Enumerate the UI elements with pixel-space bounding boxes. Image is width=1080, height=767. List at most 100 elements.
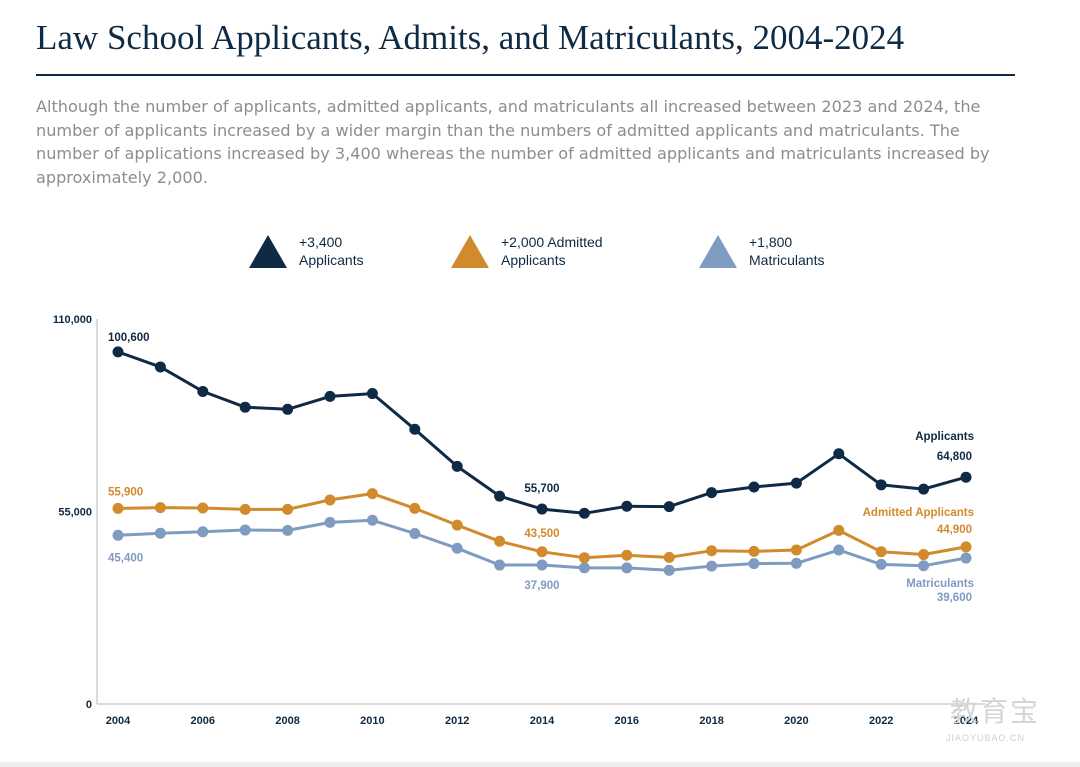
data-point	[494, 490, 506, 502]
data-label: 55,700	[524, 483, 559, 495]
data-point	[197, 526, 209, 538]
data-point	[239, 401, 251, 413]
x-tick-label: 2006	[191, 715, 215, 727]
data-point	[494, 559, 506, 571]
data-label: 44,900	[937, 524, 972, 536]
x-tick-label: 2012	[445, 715, 469, 727]
y-tick-label: 55,000	[58, 507, 92, 519]
legend-triangle-icon	[451, 235, 489, 268]
data-point	[875, 546, 887, 558]
legend-label: Applicants	[299, 252, 364, 268]
data-point	[875, 558, 887, 570]
legend-triangle-icon	[249, 235, 287, 268]
data-point	[324, 494, 336, 506]
data-point	[366, 514, 378, 526]
x-tick-label: 2004	[106, 715, 131, 727]
data-point	[112, 529, 124, 541]
data-point	[112, 346, 124, 358]
y-tick-label: 0	[86, 699, 92, 711]
data-point	[706, 560, 718, 572]
data-point	[324, 390, 336, 402]
x-tick-label: 2014	[530, 715, 555, 727]
data-point	[621, 562, 633, 574]
y-tick-label: 110,000	[53, 314, 92, 326]
data-point	[282, 524, 294, 536]
legend-label: Matriculants	[749, 252, 824, 268]
page-title: Law School Applicants, Admits, and Matri…	[36, 18, 905, 57]
chart-subtitle: Although the number of applicants, admit…	[36, 97, 990, 187]
data-label: 64,800	[937, 451, 972, 463]
x-tick-label: 2018	[699, 715, 723, 727]
data-point	[409, 502, 421, 514]
data-point	[833, 524, 845, 536]
data-point	[324, 516, 336, 528]
data-point	[663, 501, 675, 513]
x-tick-label: 2016	[615, 715, 639, 727]
data-label: 43,500	[524, 528, 559, 540]
data-point	[536, 546, 548, 558]
data-point	[833, 448, 845, 460]
data-point	[918, 549, 930, 561]
data-point	[451, 460, 463, 472]
data-point	[621, 549, 633, 561]
legend-label: Applicants	[501, 252, 566, 268]
data-label: Admitted Applicants	[863, 507, 974, 519]
data-point	[663, 564, 675, 576]
data-label: 100,600	[108, 332, 150, 344]
watermark-url: JIAOYUBAO.CN	[946, 733, 1026, 743]
data-point	[706, 487, 718, 499]
data-point	[154, 361, 166, 373]
data-point	[790, 477, 802, 489]
data-point	[748, 481, 760, 493]
data-point	[112, 502, 124, 514]
legend-label: +3,400	[299, 234, 342, 250]
data-point	[918, 560, 930, 572]
data-label: 55,900	[108, 486, 143, 498]
data-point	[621, 500, 633, 512]
data-point	[366, 388, 378, 400]
data-point	[197, 502, 209, 514]
data-point	[536, 559, 548, 571]
x-tick-label: 2010	[360, 715, 384, 727]
data-point	[706, 545, 718, 557]
data-point	[282, 403, 294, 415]
data-point	[197, 385, 209, 397]
data-label: Applicants	[915, 431, 974, 443]
data-point	[239, 524, 251, 536]
data-label: 37,900	[524, 580, 559, 592]
data-point	[578, 562, 590, 574]
data-point	[536, 503, 548, 515]
data-point	[578, 552, 590, 564]
title-divider	[36, 74, 1015, 76]
x-tick-label: 2020	[784, 715, 808, 727]
data-point	[409, 528, 421, 540]
data-point	[875, 479, 887, 491]
data-point	[748, 558, 760, 570]
legend-label: +2,000 Admitted	[501, 234, 603, 250]
data-point	[790, 544, 802, 556]
data-label: 45,400	[108, 552, 143, 564]
x-tick-label: 2008	[275, 715, 299, 727]
legend-triangle-icon	[699, 235, 737, 268]
data-point	[282, 503, 294, 515]
data-point	[748, 545, 760, 557]
x-tick-label: 2022	[869, 715, 893, 727]
data-label: 39,600	[937, 592, 972, 604]
data-point	[494, 535, 506, 547]
data-point	[451, 519, 463, 531]
data-point	[409, 423, 421, 435]
legend-label: +1,800	[749, 234, 792, 250]
bottom-band	[0, 762, 1080, 767]
data-point	[154, 502, 166, 514]
data-point	[366, 488, 378, 500]
data-point	[833, 544, 845, 556]
data-label: Matriculants	[906, 578, 974, 590]
data-point	[790, 557, 802, 569]
data-point	[239, 503, 251, 515]
data-point	[918, 483, 930, 495]
data-point	[154, 527, 166, 539]
data-point	[451, 542, 463, 554]
data-point	[960, 541, 972, 553]
x-tick-label: 2024	[954, 715, 979, 727]
